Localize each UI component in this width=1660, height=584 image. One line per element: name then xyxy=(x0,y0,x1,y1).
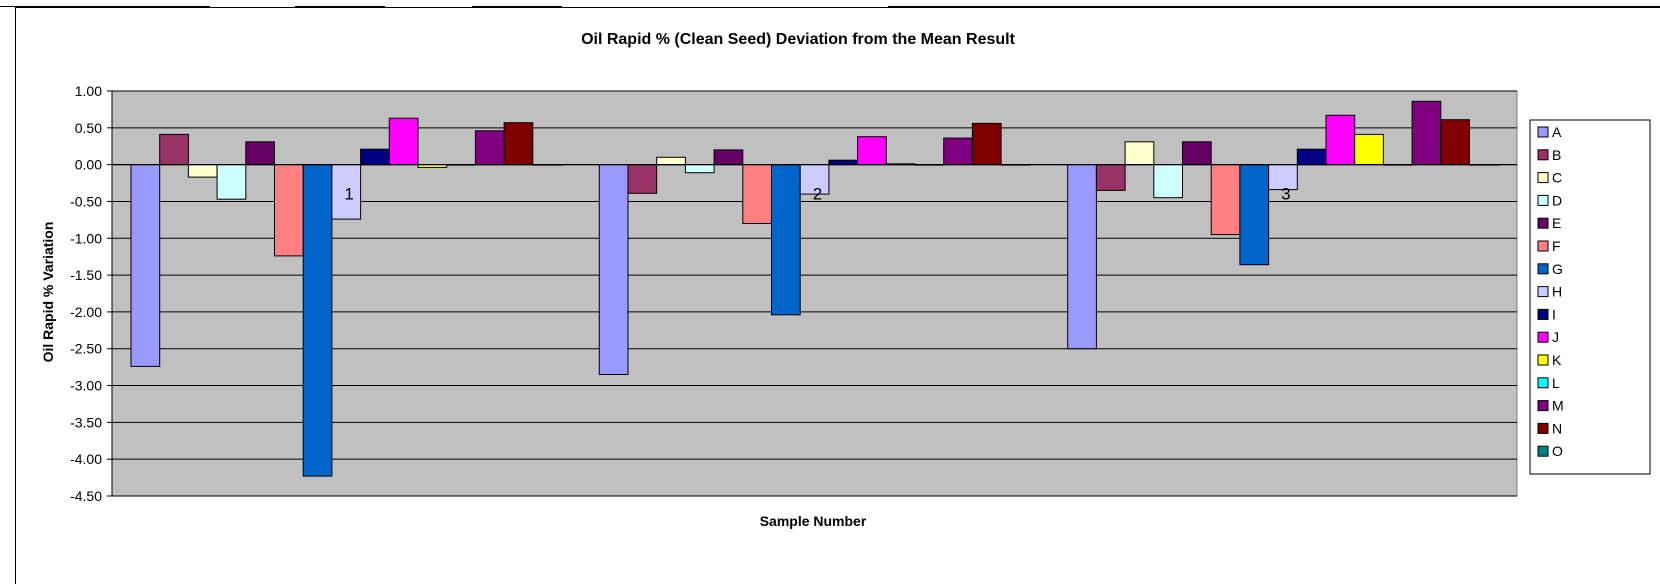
y-tick-label: 1.00 xyxy=(75,83,102,99)
legend-swatch xyxy=(1537,308,1549,320)
bar-M-1 xyxy=(474,130,505,166)
bar-A-3 xyxy=(1067,164,1097,350)
gridlines xyxy=(112,90,1517,497)
header-rule-4 xyxy=(888,0,1660,7)
legend-label: E xyxy=(1552,215,1561,231)
legend-swatch xyxy=(1537,217,1549,229)
y-tick-label: 0.00 xyxy=(75,157,102,173)
bar-I-2 xyxy=(828,159,859,166)
legend-swatch xyxy=(1537,263,1549,275)
bar-I-1 xyxy=(360,148,390,166)
legend-swatch xyxy=(1537,354,1549,366)
bar-F-2 xyxy=(742,164,772,225)
bar-A-2 xyxy=(598,164,629,375)
legend-label: A xyxy=(1552,124,1562,140)
legend-box xyxy=(1529,119,1651,475)
legend-label: M xyxy=(1552,398,1564,414)
bar-B-3 xyxy=(1095,164,1126,191)
legend-swatch xyxy=(1537,194,1549,206)
y-tick-label: -2.00 xyxy=(70,304,102,320)
legend-swatch xyxy=(1537,149,1549,161)
header-rule-3 xyxy=(472,0,562,7)
bar-H-3 xyxy=(1268,164,1298,191)
legend-swatch xyxy=(1537,422,1549,434)
legend-label: L xyxy=(1552,375,1560,391)
y-tick-label: -4.50 xyxy=(70,488,102,504)
bar-B-2 xyxy=(627,164,658,194)
y-tick-label: -1.50 xyxy=(70,267,102,283)
bar-M-3 xyxy=(1411,100,1442,166)
header-rule-1 xyxy=(0,0,210,7)
category-label: 2 xyxy=(813,185,822,204)
bar-K-3 xyxy=(1354,133,1384,166)
legend-swatch xyxy=(1537,126,1549,138)
category-labels: 1 2 3 xyxy=(344,185,1290,204)
legend-label: I xyxy=(1552,306,1556,322)
bar-G-2 xyxy=(771,164,801,316)
bar-C-2 xyxy=(656,156,686,166)
bar-C-3 xyxy=(1124,141,1155,166)
bar-F-1 xyxy=(274,164,304,257)
bar-D-1 xyxy=(216,164,247,200)
bar-C-1 xyxy=(187,164,218,178)
legend-swatch xyxy=(1537,172,1549,184)
x-axis-title: Sample Number xyxy=(760,513,867,529)
bar-N-3 xyxy=(1440,119,1471,166)
bar-B-1 xyxy=(159,133,189,166)
legend-swatch xyxy=(1537,445,1549,457)
bar-I-3 xyxy=(1296,148,1327,166)
legend-swatch xyxy=(1537,400,1549,412)
bar-N-1 xyxy=(503,122,534,166)
header-rule-2 xyxy=(295,0,385,7)
y-tick-label: -0.50 xyxy=(70,193,102,209)
y-axis: 1.00 0.50 0.00 -0.50 -1.00 -1.50 -2.00 -2.50 -3.… xyxy=(70,83,113,504)
bar-M-2 xyxy=(943,137,973,166)
legend-label: J xyxy=(1552,329,1559,345)
bar-E-2 xyxy=(713,149,744,166)
legend-label: G xyxy=(1552,261,1563,277)
legend-label: B xyxy=(1552,147,1561,163)
y-tick-label: -3.00 xyxy=(70,378,102,394)
category-label: 1 xyxy=(344,185,353,204)
bar-D-2 xyxy=(684,164,715,174)
bar-N-2 xyxy=(971,122,1002,166)
legend-label: K xyxy=(1552,352,1562,368)
bar-D-3 xyxy=(1153,164,1184,199)
y-axis-title: Oil Rapid % Variation xyxy=(40,222,56,363)
bar-E-3 xyxy=(1182,141,1212,166)
legend-label: O xyxy=(1552,443,1563,459)
y-tick-label: -4.00 xyxy=(70,451,102,467)
y-tick-label: -3.50 xyxy=(70,414,102,430)
legend-swatch xyxy=(1537,240,1549,252)
bar-H-1 xyxy=(331,164,362,220)
bar-J-1 xyxy=(388,117,419,166)
legend-swatch xyxy=(1537,331,1549,343)
bar-G-1 xyxy=(302,164,333,477)
bar-A-1 xyxy=(130,164,161,367)
chart-title: Oil Rapid % (Clean Seed) Deviation from … xyxy=(581,31,1016,48)
legend-label: D xyxy=(1552,192,1562,208)
legend-swatch xyxy=(1537,286,1549,298)
bar-E-1 xyxy=(245,141,276,166)
category-label: 3 xyxy=(1281,185,1290,204)
bar-G-3 xyxy=(1239,164,1270,266)
bar-J-2 xyxy=(857,136,887,166)
bar-F-3 xyxy=(1210,164,1241,236)
legend-label: H xyxy=(1552,284,1562,300)
bar-J-3 xyxy=(1325,114,1356,166)
chart-frame xyxy=(15,7,1660,584)
y-tick-label: -2.50 xyxy=(70,341,102,357)
legend-label: C xyxy=(1552,170,1562,186)
y-tick-label: -1.00 xyxy=(70,230,102,246)
bars xyxy=(112,100,1517,477)
legend-label: N xyxy=(1552,420,1562,436)
y-tick-label: 0.50 xyxy=(75,120,102,136)
legend-swatch xyxy=(1537,377,1549,389)
legend-label: F xyxy=(1552,238,1561,254)
